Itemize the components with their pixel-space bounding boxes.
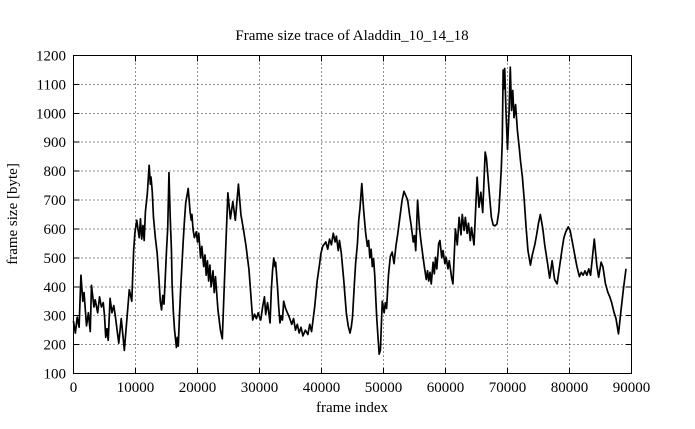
x-tick-label: 40000 [303,380,341,396]
y-tick-label: 200 [44,338,67,354]
gridlines [73,55,632,374]
y-tick-label: 400 [44,280,67,296]
y-tick-label: 800 [44,164,67,180]
x-tick-label: 90000 [613,380,651,396]
x-tick-labels: 0 10000 20000 30000 40000 50000 60000 70000 8000… [70,380,651,396]
x-tick-label: 70000 [489,380,527,396]
x-tick-label: 10000 [117,380,155,396]
x-tick-label: 60000 [427,380,465,396]
y-tick-label: 1000 [36,106,66,122]
x-tick-label: 80000 [551,380,589,396]
y-tick-label: 900 [44,135,67,151]
y-tick-label: 1100 [37,77,66,93]
y-axis-label: frame size [byte] [5,163,21,265]
x-tick-label: 0 [70,380,78,396]
y-tick-label: 700 [44,193,67,209]
y-tick-label: 500 [44,251,67,267]
y-tick-labels: 100 200 300 400 500 600 700 800 900 1000 1100 1200 [36,49,66,383]
plot-border [73,55,632,374]
y-tick-label: 600 [44,222,67,238]
chart-title: Frame size trace of Aladdin_10_14_18 [235,28,468,44]
x-tick-label: 50000 [365,380,403,396]
data-line-series [72,66,627,355]
x-tick-label: 20000 [179,380,217,396]
x-tick-label: 30000 [241,380,279,396]
y-tick-label: 1200 [36,49,66,65]
y-tick-label: 300 [44,309,67,325]
y-tick-label: 100 [44,367,67,383]
x-axis-label: frame index [316,400,389,416]
